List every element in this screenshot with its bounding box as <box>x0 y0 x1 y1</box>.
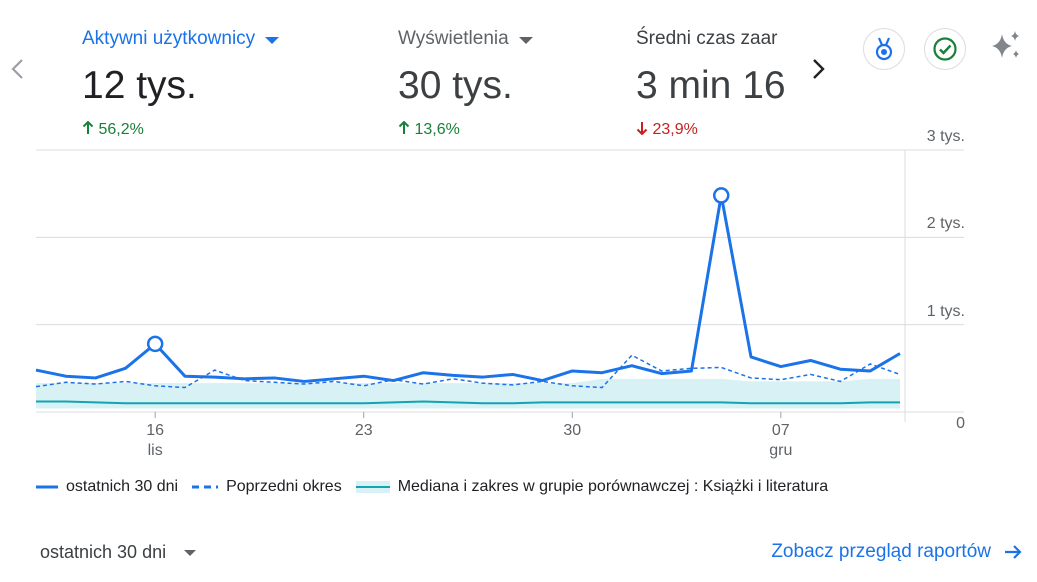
metric-change-value: 13,6% <box>414 121 460 138</box>
x-tick-day: 16 <box>146 422 165 439</box>
y-tick-label: 1 tys. <box>926 302 965 320</box>
date-range-label: ostatnich 30 dni <box>40 542 167 562</box>
chart-legend: ostatnich 30 dni Poprzedni okres Mediana… <box>36 478 842 496</box>
arrow-up-icon <box>82 120 94 134</box>
peak-marker <box>712 187 730 204</box>
status-check-button[interactable] <box>924 28 966 70</box>
x-tick-month: gru <box>769 442 793 459</box>
x-tick-label: 23 <box>344 421 384 441</box>
x-tick-label: 30 <box>552 421 592 441</box>
nav-next-button[interactable] <box>806 52 830 88</box>
caret-down-icon <box>184 549 197 556</box>
benchmark-button[interactable] <box>863 28 905 70</box>
metric-value: 3 min 16 <box>636 64 786 107</box>
peak-marker <box>146 335 164 353</box>
legend-solid-line <box>36 485 58 489</box>
metric-change: 56,2% <box>82 120 302 140</box>
x-tick-day: 07 <box>771 422 790 439</box>
arrow-up-icon <box>398 120 410 134</box>
y-tick-label: 3 tys. <box>926 128 965 145</box>
sparkle-icon <box>992 31 1019 58</box>
view-reports-label: Zobacz przegląd raportów <box>771 541 991 562</box>
legend-label: Mediana i zakres w grupie porównawczej :… <box>397 478 829 495</box>
y-tick-label: 0 <box>956 415 965 432</box>
metric-title-label: Wyświetlenia <box>398 28 509 49</box>
view-reports-link[interactable]: Zobacz przegląd raportów <box>771 541 1023 563</box>
metric-change: 23,9% <box>636 120 792 140</box>
metric-title[interactable]: Średni czas zaar <box>636 24 792 54</box>
caret-down-icon <box>518 36 533 44</box>
arrow-down-icon <box>636 122 648 136</box>
chart-grid <box>36 149 964 422</box>
legend-item-current[interactable]: ostatnich 30 dni <box>36 478 178 496</box>
metric-title[interactable]: Aktywni użytkownicy <box>82 24 302 54</box>
metric-value: 30 tys. <box>398 64 513 107</box>
arrow-right-icon <box>1005 545 1022 559</box>
legend-label: ostatnich 30 dni <box>66 478 179 495</box>
metric-card-avg-time[interactable]: Średni czas zaar 3 min 16 23,9% <box>636 24 792 140</box>
legend-label: Poprzedni okres <box>226 478 342 495</box>
x-tick-day: 30 <box>563 422 582 439</box>
peer-median-line <box>36 400 900 405</box>
x-tick-day: 23 <box>354 422 373 439</box>
nav-prev-button[interactable] <box>6 52 30 88</box>
medal-icon <box>875 37 893 61</box>
chevron-right-icon <box>813 59 825 79</box>
metric-title[interactable]: Wyświetlenia <box>398 24 618 54</box>
peer-range-band <box>36 378 900 409</box>
current-period-line <box>35 193 901 383</box>
x-tick-label: 16 lis <box>135 421 175 461</box>
legend-item-previous[interactable]: Poprzedni okres <box>192 478 342 496</box>
metric-card-views[interactable]: Wyświetlenia 30 tys. 13,6% <box>398 24 618 140</box>
metric-value: 12 tys. <box>82 64 197 107</box>
previous-period-line <box>35 354 901 389</box>
chart-series <box>35 187 901 389</box>
check-circle-icon <box>933 37 957 61</box>
line-chart <box>35 149 964 422</box>
metric-title-label: Średni czas zaar <box>636 28 778 49</box>
chevron-left-icon <box>11 59 23 79</box>
caret-down-icon <box>265 36 280 44</box>
insights-button[interactable] <box>986 26 1026 66</box>
y-tick-label: 2 tys. <box>926 215 965 233</box>
legend-item-peer[interactable]: Mediana i zakres w grupie porównawczej :… <box>355 478 829 496</box>
metric-change-value: 56,2% <box>98 121 144 138</box>
legend-band-swatch <box>355 481 390 493</box>
peer-range-area <box>36 378 900 409</box>
x-tick-month: lis <box>147 442 163 459</box>
metric-change: 13,6% <box>398 120 618 140</box>
metric-title-label: Aktywni użytkownicy <box>82 28 256 49</box>
metric-card-active-users[interactable]: Aktywni użytkownicy 12 tys. 56,2% <box>82 24 302 140</box>
x-tick-label: 07 gru <box>761 421 801 461</box>
metric-change-value: 23,9% <box>652 121 698 138</box>
legend-dashed-line <box>192 485 219 489</box>
date-range-dropdown[interactable]: ostatnich 30 dni <box>40 542 197 563</box>
